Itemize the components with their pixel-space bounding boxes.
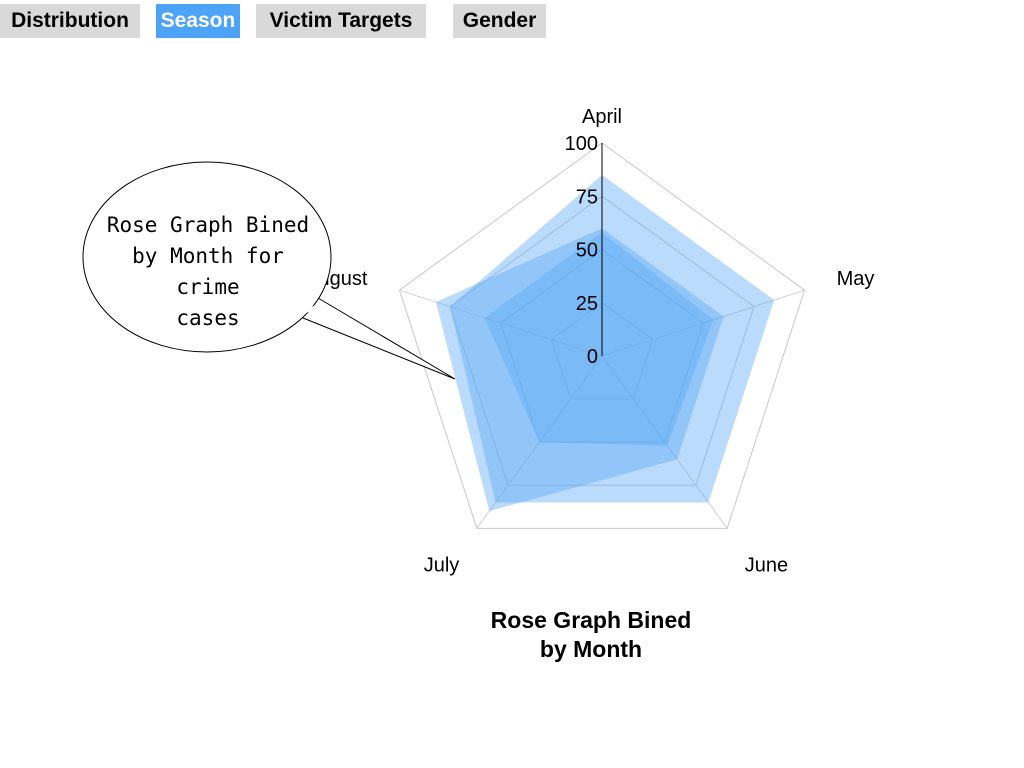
category-label: July xyxy=(424,555,460,577)
grid-ring xyxy=(550,302,654,400)
speech-bubble-tail xyxy=(302,297,456,380)
speech-bubble-tail-cover xyxy=(304,301,324,314)
tab-gender[interactable]: Gender xyxy=(453,4,546,38)
category-label: April xyxy=(582,106,622,128)
chart-title-line: Rose Graph Bined xyxy=(490,607,692,633)
grid-spoke xyxy=(476,355,603,529)
radial-tick-label: 75 xyxy=(576,186,598,208)
grid-ring xyxy=(500,248,704,443)
category-label: May xyxy=(837,268,875,290)
speech-bubble xyxy=(82,161,456,380)
speech-bubble-line: cases xyxy=(176,306,240,330)
speech-bubble-line: by Month for crime xyxy=(132,244,284,299)
series-area-2 xyxy=(484,232,714,446)
chart-title-line: by Month xyxy=(539,636,643,662)
radial-tick-label: 25 xyxy=(576,293,598,315)
tab-bar: Distribution Season Victim Targets Gende… xyxy=(0,0,1024,40)
grid-ring xyxy=(398,142,806,529)
radar-series xyxy=(435,174,775,512)
series-area-3 xyxy=(435,228,724,512)
radial-tick-label: 50 xyxy=(576,240,598,262)
tab-season[interactable]: Season xyxy=(156,4,240,38)
radial-tick-label: 100 xyxy=(565,133,598,155)
grid-spoke xyxy=(399,289,603,357)
tab-victim-targets[interactable]: Victim Targets xyxy=(256,4,426,38)
grid-spoke xyxy=(601,289,805,357)
category-label: June xyxy=(745,555,788,577)
series-area-1 xyxy=(450,174,775,503)
radial-tick-labels: 0 25 50 75 100 xyxy=(565,133,598,368)
speech-bubble-shape xyxy=(82,161,332,353)
speech-bubble-text: Rose Graph Bined by Month for crime case… xyxy=(96,210,320,334)
grid-ring xyxy=(449,195,755,486)
radial-tick-label: 0 xyxy=(587,346,598,368)
tab-distribution[interactable]: Distribution xyxy=(0,4,140,38)
speech-bubble-line: Rose Graph Bined xyxy=(106,213,310,237)
chart-title: Rose Graph Bined by Month xyxy=(441,606,741,664)
grid-spoke xyxy=(601,355,728,529)
